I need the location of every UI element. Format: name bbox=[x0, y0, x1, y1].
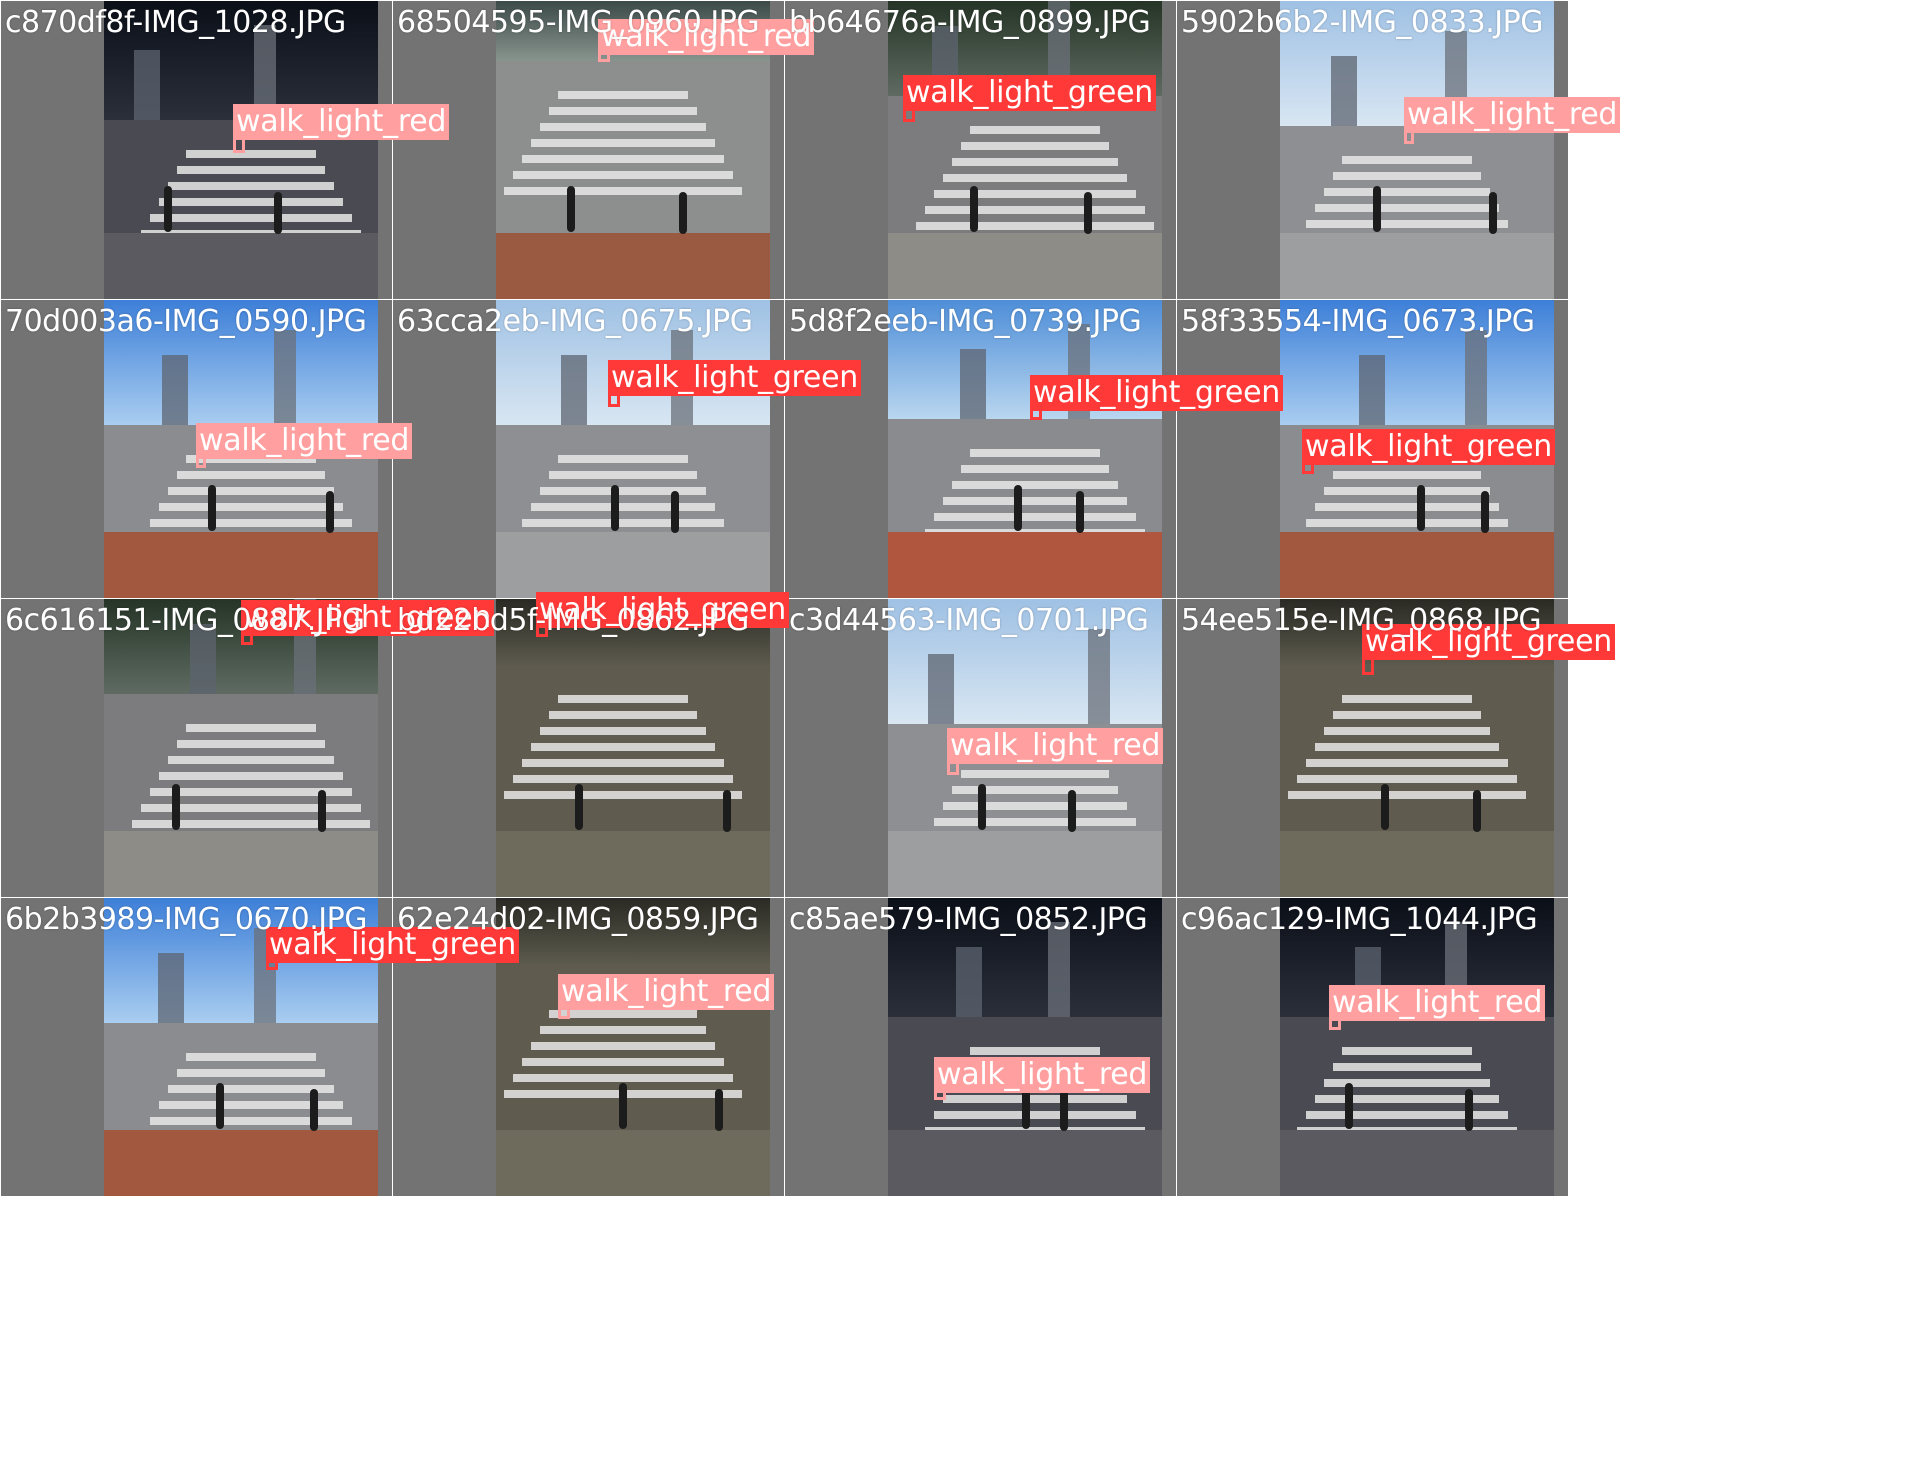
detection-label: walk_light_green bbox=[608, 360, 861, 396]
detection-label: walk_light_green bbox=[903, 75, 1156, 111]
detection-label: walk_light_green bbox=[241, 600, 494, 636]
image-filename: 54ee515e-IMG_0868.JPG bbox=[1181, 603, 1542, 638]
image-tile[interactable]: c85ae579-IMG_0852.JPG bbox=[785, 898, 1176, 1196]
detection-label: walk_light_red bbox=[233, 104, 450, 140]
detection-box: walk_light_green bbox=[1030, 375, 1283, 420]
crosswalk-photo-icon bbox=[888, 300, 1162, 598]
crosswalk-photo-icon bbox=[496, 1, 770, 299]
image-filename: bb64676a-IMG_0899.JPG bbox=[789, 5, 1151, 40]
detection-label: walk_light_green bbox=[266, 927, 519, 963]
detection-box: walk_light_red bbox=[1329, 985, 1546, 1030]
detection-box: walk_light_green bbox=[266, 927, 519, 970]
detection-box: walk_light_red bbox=[598, 19, 815, 62]
image-filename: 5902b6b2-IMG_0833.JPG bbox=[1181, 5, 1543, 40]
image-filename: 6c616151-IMG_0887.JPG bbox=[5, 603, 365, 638]
image-tile[interactable]: bd22bd5f-IMG_0862.JPG bbox=[393, 599, 784, 897]
crosswalk-photo-icon bbox=[1280, 1, 1554, 299]
crosswalk-photo-icon bbox=[1280, 898, 1554, 1196]
detection-box: walk_light_green bbox=[1362, 624, 1615, 675]
image-filename: 6b2b3989-IMG_0670.JPG bbox=[5, 902, 367, 937]
image-tile[interactable]: 6b2b3989-IMG_0670.JPG bbox=[1, 898, 392, 1196]
image-filename: 5d8f2eeb-IMG_0739.JPG bbox=[789, 304, 1142, 339]
crosswalk-photo-icon bbox=[496, 599, 770, 897]
detection-box: walk_light_green bbox=[241, 600, 494, 645]
detection-label: walk_light_red bbox=[196, 423, 413, 459]
crosswalk-photo-icon bbox=[496, 898, 770, 1196]
detection-label: walk_light_red bbox=[1329, 985, 1546, 1021]
crosswalk-photo-icon bbox=[1280, 599, 1554, 897]
detection-label: walk_light_red bbox=[1404, 97, 1621, 133]
detection-label: walk_light_green bbox=[536, 592, 789, 628]
image-filename: c85ae579-IMG_0852.JPG bbox=[789, 902, 1148, 937]
detection-box: walk_light_red bbox=[196, 423, 413, 468]
detection-box: walk_light_green bbox=[536, 592, 789, 637]
detection-label: walk_light_red bbox=[598, 19, 815, 55]
image-filename: 70d003a6-IMG_0590.JPG bbox=[5, 304, 367, 339]
crosswalk-photo-icon bbox=[888, 1, 1162, 299]
detection-box: walk_light_green bbox=[1302, 429, 1555, 474]
detection-box: walk_light_red bbox=[1404, 97, 1621, 144]
crosswalk-photo-icon bbox=[496, 300, 770, 598]
crosswalk-photo-icon bbox=[888, 898, 1162, 1196]
crosswalk-photo-icon bbox=[104, 300, 378, 598]
image-tile[interactable]: 6c616151-IMG_0887.JPG bbox=[1, 599, 392, 897]
image-tile[interactable]: 54ee515e-IMG_0868.JPG bbox=[1177, 599, 1568, 897]
detection-label: walk_light_green bbox=[1362, 624, 1615, 660]
image-filename: c96ac129-IMG_1044.JPG bbox=[1181, 902, 1538, 937]
crosswalk-photo-icon bbox=[104, 599, 378, 897]
image-tile[interactable]: bb64676a-IMG_0899.JPG bbox=[785, 1, 1176, 299]
image-filename: 58f33554-IMG_0673.JPG bbox=[1181, 304, 1535, 339]
image-filename: 62e24d02-IMG_0859.JPG bbox=[397, 902, 759, 937]
image-filename: bd22bd5f-IMG_0862.JPG bbox=[397, 603, 749, 638]
detection-box: walk_light_red bbox=[934, 1057, 1151, 1100]
detection-box: walk_light_red bbox=[947, 728, 1164, 775]
image-tile[interactable]: 63cca2eb-IMG_0675.JPG bbox=[393, 300, 784, 598]
detection-box: walk_light_red bbox=[558, 974, 775, 1019]
image-tile[interactable]: 5d8f2eeb-IMG_0739.JPG bbox=[785, 300, 1176, 598]
image-tile[interactable]: c96ac129-IMG_1044.JPG bbox=[1177, 898, 1568, 1196]
image-filename: c3d44563-IMG_0701.JPG bbox=[789, 603, 1149, 638]
detection-label: walk_light_red bbox=[934, 1057, 1151, 1093]
crosswalk-photo-icon bbox=[104, 898, 378, 1196]
detection-label: walk_light_green bbox=[1302, 429, 1555, 465]
detection-box: walk_light_green bbox=[903, 75, 1156, 122]
detection-label: walk_light_red bbox=[947, 728, 1164, 764]
image-filename: c870df8f-IMG_1028.JPG bbox=[5, 5, 346, 40]
image-filename: 63cca2eb-IMG_0675.JPG bbox=[397, 304, 753, 339]
image-tile[interactable]: 5902b6b2-IMG_0833.JPG bbox=[1177, 1, 1568, 299]
detection-box: walk_light_green bbox=[608, 360, 861, 407]
detection-box: walk_light_red bbox=[233, 104, 450, 153]
image-tile[interactable]: c870df8f-IMG_1028.JPG bbox=[1, 1, 392, 299]
image-filename: 68504595-IMG_0960.JPG bbox=[397, 5, 760, 40]
detection-label: walk_light_green bbox=[1030, 375, 1283, 411]
detection-label: walk_light_red bbox=[558, 974, 775, 1010]
